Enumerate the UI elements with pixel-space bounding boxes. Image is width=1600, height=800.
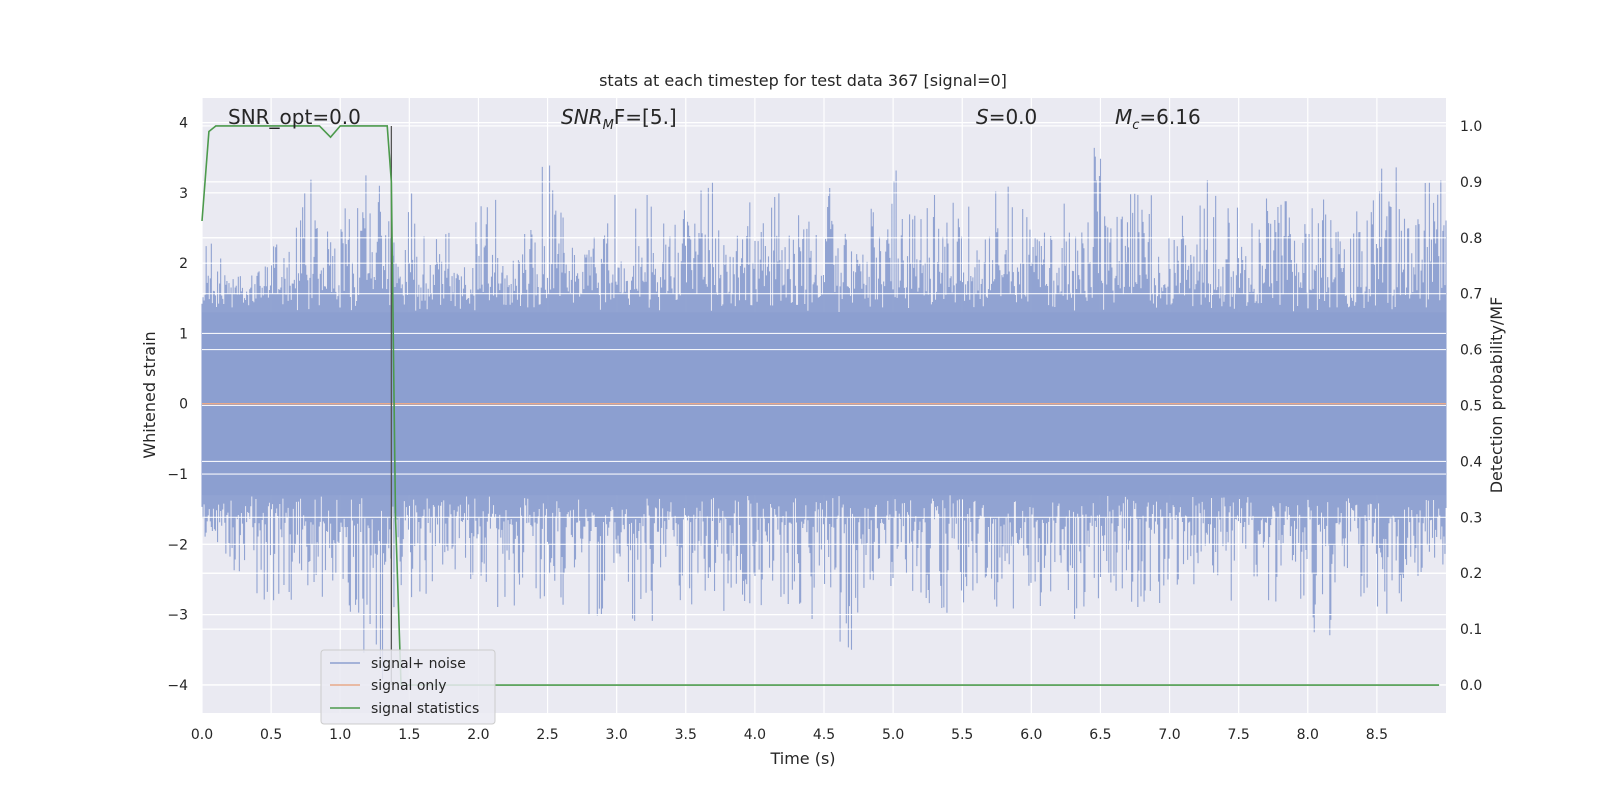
annotation-s-rest: =0.0 <box>989 105 1038 129</box>
annotation-snr-mf-main: SNR <box>561 105 603 129</box>
legend-label-signal-noise: signal+ noise <box>371 656 466 672</box>
annotation-snr-opt: SNR_opt=0.0 <box>228 105 361 129</box>
y2-tick-label: 0.9 <box>1460 175 1482 191</box>
y2-tick-labels: 1.0 0.9 0.8 0.7 0.6 0.5 0.4 0.3 0.2 0.1 0.0 <box>1460 119 1482 694</box>
annotation-mc: Mc=6.16 <box>1115 105 1201 133</box>
y-tick-label: 2 <box>179 256 188 272</box>
x-tick-label: 6.5 <box>1089 727 1111 743</box>
x-tick-label: 8.5 <box>1366 727 1388 743</box>
y2-tick-label: 0.8 <box>1460 231 1482 247</box>
y-tick-label: −1 <box>167 467 188 483</box>
legend: signal+ noise signal only signal statist… <box>320 649 496 725</box>
x-tick-label: 0.0 <box>191 727 213 743</box>
x-tick-label: 2.5 <box>536 727 558 743</box>
x-tick-label: 3.5 <box>675 727 697 743</box>
y2-tick-label: 1.0 <box>1460 119 1482 135</box>
x-tick-label: 5.0 <box>882 727 904 743</box>
series-signal-statistics <box>201 125 1440 686</box>
x-tick-label: 4.0 <box>744 727 766 743</box>
y-tick-label: −4 <box>167 678 188 694</box>
y2-tick-label: 0.2 <box>1460 566 1482 582</box>
y2-tick-label: 0.3 <box>1460 510 1482 526</box>
x-tick-label: 8.0 <box>1297 727 1319 743</box>
annotation-snr-mf-rest: F=[5.] <box>614 105 677 129</box>
annotation-mc-rest: =6.16 <box>1139 105 1200 129</box>
x-tick-label: 7.5 <box>1228 727 1250 743</box>
y2-tick-label: 0.5 <box>1460 399 1482 415</box>
y2-tick-label: 0.4 <box>1460 454 1482 470</box>
signal-statistics-line <box>201 125 1440 686</box>
annotation-s: S=0.0 <box>976 105 1037 129</box>
legend-box <box>320 649 496 725</box>
annotation-snr-mf: SNRMF=[5.] <box>561 105 677 133</box>
y-tick-label: 4 <box>179 116 188 132</box>
y-tick-label: 1 <box>179 326 188 342</box>
legend-label-signal-statistics: signal statistics <box>371 701 479 717</box>
x-tick-label: 3.0 <box>606 727 628 743</box>
y2-tick-label: 0.7 <box>1460 287 1482 303</box>
y2-tick-label: 0.6 <box>1460 343 1482 359</box>
x-tick-label: 2.0 <box>467 727 489 743</box>
x-tick-label: 6.0 <box>1020 727 1042 743</box>
x-tick-label: 5.5 <box>951 727 973 743</box>
x-tick-label: 1.5 <box>398 727 420 743</box>
grid-overlay <box>202 122 1446 686</box>
x-tick-label: 7.0 <box>1158 727 1180 743</box>
y2-tick-label: 0.1 <box>1460 622 1482 638</box>
y-tick-labels: 4 3 2 1 0 −1 −2 −3 −4 <box>167 116 188 694</box>
y2-axis-label: Detection probability/MF <box>1487 297 1506 494</box>
y2-tick-label: 0.0 <box>1460 678 1482 694</box>
x-tick-labels: 0.0 0.5 1.0 1.5 2.0 2.5 3.0 3.5 4.0 4.5 5.0 5.5 6.0 6… <box>191 727 1388 743</box>
y-tick-label: 0 <box>179 397 188 413</box>
x-tick-label: 1.0 <box>329 727 351 743</box>
x-tick-label: 4.5 <box>813 727 835 743</box>
annotation-snr-mf-sub: M <box>603 118 614 133</box>
annotation-mc-main: M <box>1115 105 1132 129</box>
annotation-s-main: S <box>976 105 989 129</box>
y-axis-label: Whitened strain <box>140 331 159 458</box>
y-tick-label: −3 <box>167 608 188 624</box>
legend-label-signal-only: signal only <box>371 678 446 694</box>
annotation-mc-sub: c <box>1132 118 1139 133</box>
x-axis-label: Time (s) <box>769 749 835 768</box>
x-tick-label: 0.5 <box>260 727 282 743</box>
y-tick-label: −2 <box>167 537 188 553</box>
chart-title: stats at each timestep for test data 367… <box>599 71 1007 90</box>
y-tick-label: 3 <box>179 186 188 202</box>
